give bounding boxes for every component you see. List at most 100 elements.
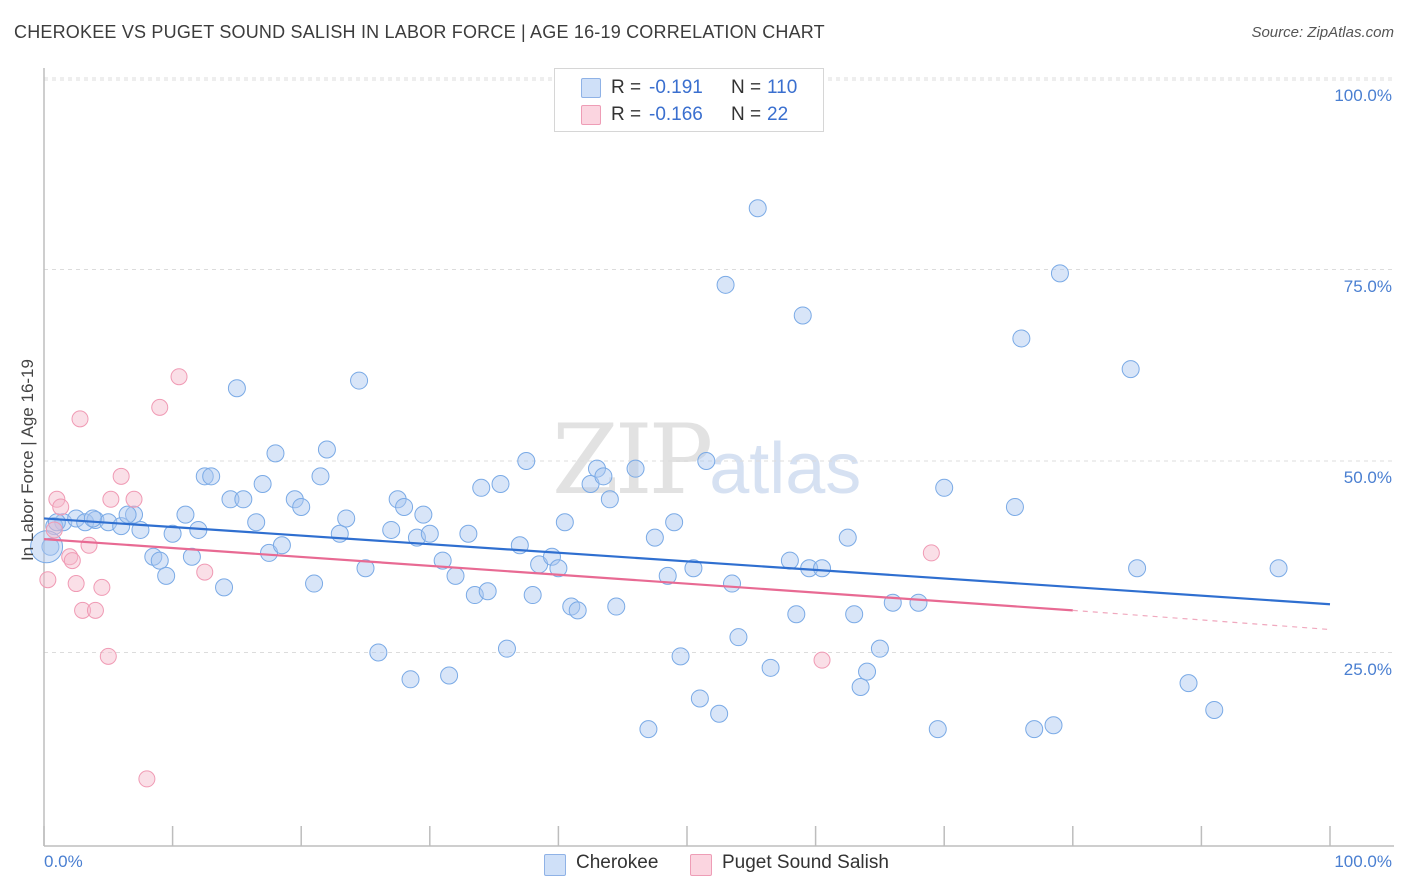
cherokee-point: [433, 551, 452, 570]
cherokee-point: [195, 467, 214, 486]
cherokee-point: [125, 505, 144, 524]
cherokee-point: [665, 513, 684, 532]
puget-sound-salish-point: [151, 398, 169, 416]
puget-sound-salish-point: [138, 770, 156, 788]
watermark: ZIPatlas: [552, 404, 861, 516]
cherokee-point: [382, 520, 401, 539]
cherokee-point: [787, 605, 806, 624]
cherokee-point: [729, 628, 748, 647]
cherokee-point: [350, 371, 369, 390]
cherokee-point: [639, 720, 658, 739]
puget-sound-salish-point: [196, 563, 214, 581]
cherokee-point: [176, 505, 195, 524]
cherokee-point: [684, 559, 703, 578]
puget-sound-salish-point: [80, 536, 98, 554]
cherokee-point: [215, 578, 234, 597]
y-tick-25: 25.0%: [1343, 660, 1392, 679]
puget-sound-salish-point: [67, 575, 85, 593]
trend-lines: [43, 517, 1331, 631]
y-tick-50: 50.0%: [1343, 468, 1392, 487]
cherokee-point: [1128, 559, 1147, 578]
stats-legend: R = -0.191 N = 110 R = -0.166 N = 22: [554, 68, 824, 132]
cherokee-point: [761, 658, 780, 677]
puget-swatch: [581, 105, 601, 125]
puget-sound-salish-points: [39, 368, 940, 788]
cherokee-point: [247, 513, 266, 532]
n-value: 22: [767, 104, 789, 125]
cherokee-point: [337, 509, 356, 528]
cherokee-point: [292, 497, 311, 516]
cherokee-point: [285, 490, 304, 509]
cherokee-point: [163, 524, 182, 543]
cherokee-point: [41, 537, 60, 556]
x-tick-min: 0.0%: [44, 852, 83, 871]
bottom-legend: Cherokee Puget Sound Salish: [0, 852, 1406, 876]
cherokee-point: [227, 379, 246, 398]
cherokee-point: [446, 566, 465, 585]
r-label: R =: [611, 77, 642, 98]
cherokee-point: [600, 490, 619, 509]
puget-sound-salish-point: [52, 498, 70, 516]
puget-sound-salish-point: [112, 467, 130, 485]
puget-sound-salish-point: [63, 552, 81, 570]
chart-title: CHEROKEE VS PUGET SOUND SALISH IN LABOR …: [14, 22, 825, 42]
cherokee-point: [710, 704, 729, 723]
cherokee-point: [587, 459, 606, 478]
watermark-zip: ZIP: [552, 404, 713, 516]
cherokee-point: [935, 478, 954, 497]
cherokee-point: [523, 586, 542, 605]
cherokee-point: [157, 566, 176, 585]
cherokee-point: [272, 536, 291, 555]
puget-sound-salish-point: [39, 571, 57, 589]
cherokee-point: [793, 306, 812, 325]
puget-sound-salish-point: [74, 601, 92, 619]
cherokee-point: [420, 524, 439, 543]
source-label: Source: ZipAtlas.com: [1251, 24, 1394, 41]
cherokee-point: [909, 593, 928, 612]
r-value: -0.166: [649, 104, 703, 125]
cherokee-point: [813, 559, 832, 578]
cherokee-point: [748, 199, 767, 218]
puget-sound-salish-point: [71, 410, 89, 428]
cherokee-point: [1121, 360, 1140, 379]
puget-swatch: [690, 854, 712, 876]
legend-label: Cherokee: [576, 852, 659, 873]
cherokee-point: [330, 524, 349, 543]
y-tick-100: 100.0%: [1334, 86, 1392, 105]
cherokee-point: [1025, 720, 1044, 739]
cherokee-swatch: [581, 78, 601, 98]
puget-sound-salish-point: [45, 521, 63, 539]
y-tick-75: 75.0%: [1343, 277, 1392, 296]
cherokee-point: [645, 528, 664, 547]
puget-sound-salish-point: [86, 601, 104, 619]
cherokee-point: [1205, 700, 1224, 719]
cherokee-point: [517, 452, 536, 470]
cherokee-point: [112, 517, 131, 536]
cherokee-point: [658, 566, 677, 585]
cherokee-point: [1044, 716, 1063, 735]
cherokee-point: [568, 601, 587, 620]
cherokee-point: [369, 643, 388, 662]
puget-sound-salish-point: [48, 490, 66, 508]
cherokee-point: [1005, 497, 1024, 516]
cherokee-point: [928, 720, 947, 739]
cherokee-points: [30, 199, 1288, 739]
puget-sound-salish-point: [102, 490, 120, 508]
cherokee-point: [491, 474, 510, 493]
cherokee-point: [845, 605, 864, 624]
cherokee-point: [356, 559, 375, 578]
puget-sound-salish-point: [170, 368, 188, 386]
cherokee-point: [311, 467, 330, 486]
cherokee-point: [626, 459, 645, 478]
cherokee-point: [1179, 674, 1198, 693]
cherokee-point: [182, 547, 201, 566]
r-value: -0.191: [649, 77, 703, 98]
cherokee-point: [388, 490, 407, 509]
cherokee-point: [858, 662, 877, 681]
cherokee-point: [234, 490, 253, 509]
cherokee-trend-line: [43, 517, 1331, 606]
cherokee-point: [671, 647, 690, 666]
cherokee-point: [440, 666, 459, 685]
y-axis-label: In Labor Force | Age 16-19: [18, 359, 37, 561]
axes: [43, 68, 1394, 847]
